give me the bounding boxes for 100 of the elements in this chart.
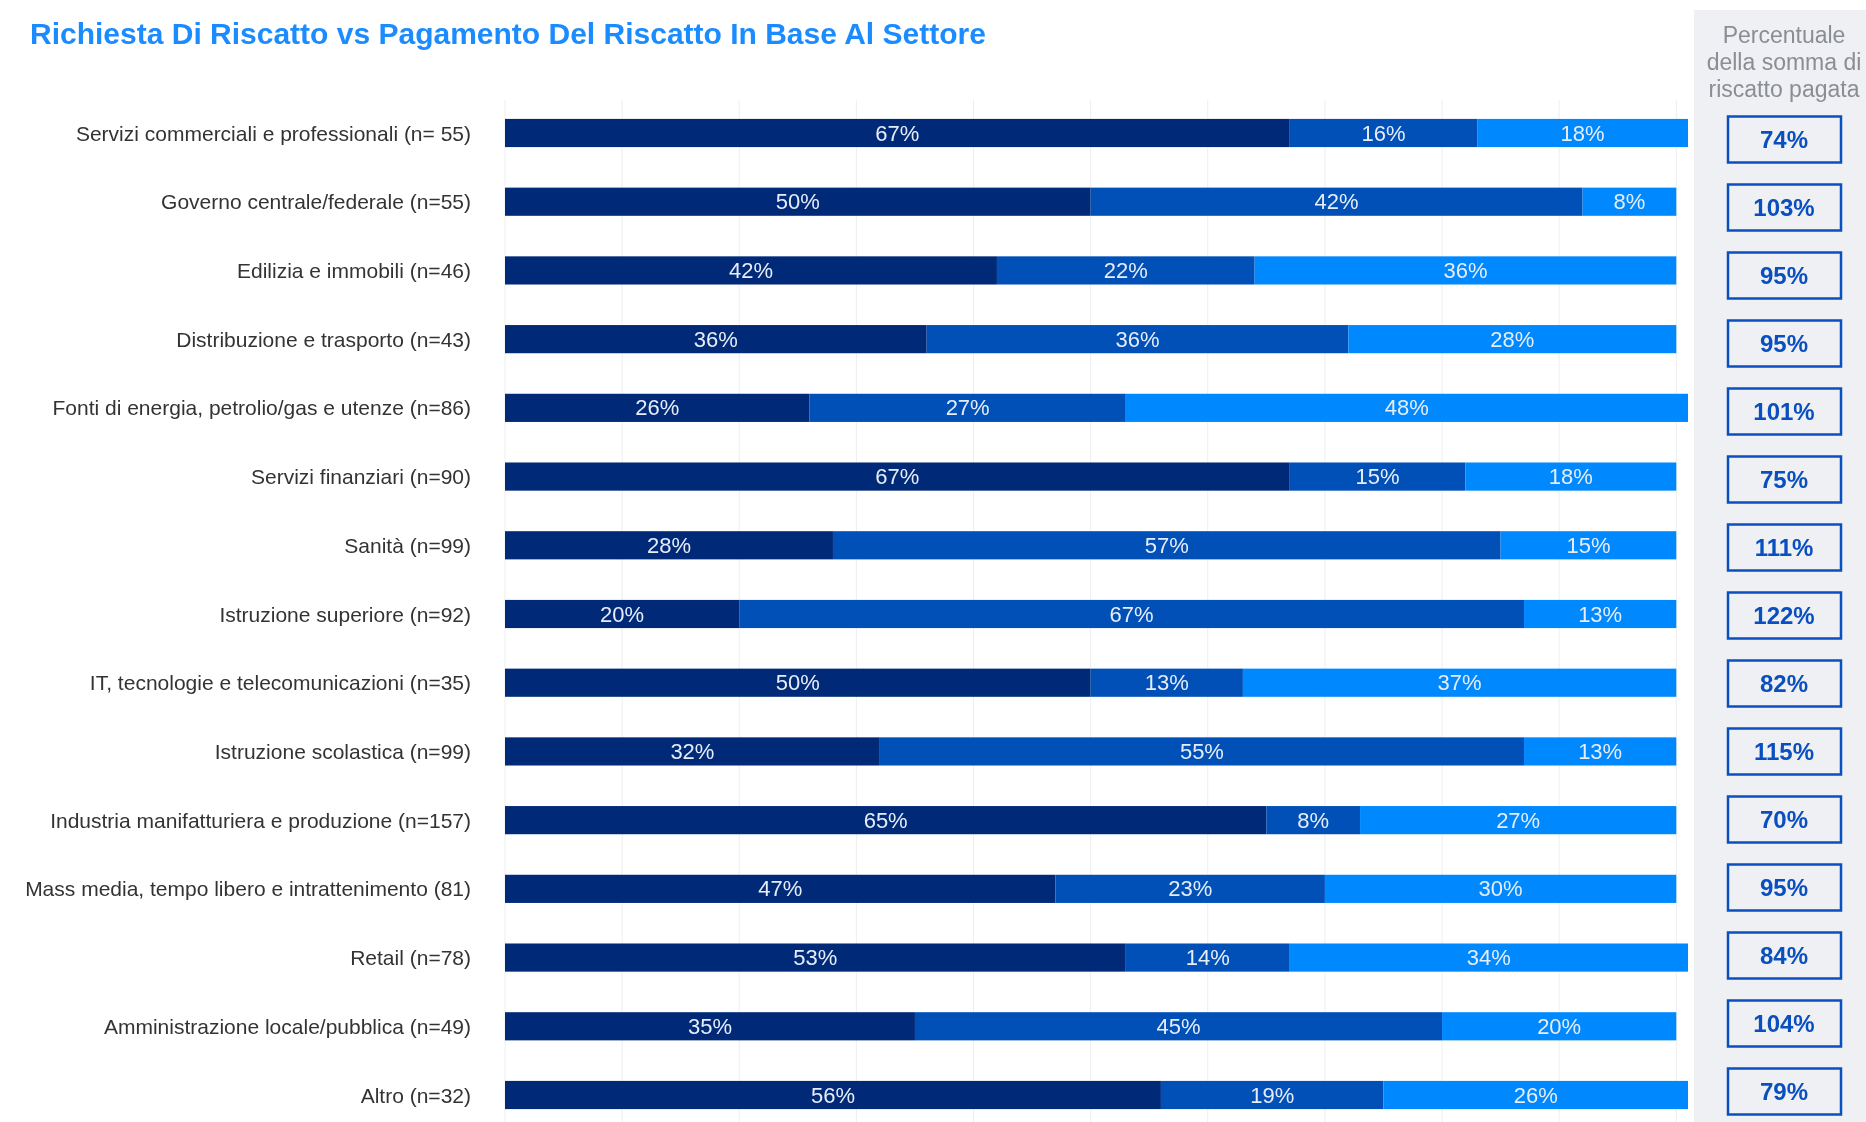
data-label: 55%	[1179, 738, 1224, 764]
y-tick-label: Altro (n=32)	[360, 1083, 471, 1107]
bar	[505, 462, 1290, 491]
data-label: 15%	[1355, 464, 1400, 490]
data-label: 84%	[1759, 942, 1809, 969]
data-label: 26%	[635, 395, 680, 421]
bar	[505, 393, 810, 422]
data-label: 27%	[1496, 807, 1541, 833]
data-label: 26%	[1513, 1082, 1558, 1108]
bar	[1500, 531, 1677, 560]
data-label: 34%	[1466, 945, 1511, 971]
data-label: 14%	[1185, 945, 1230, 971]
data-label: 65%	[863, 807, 908, 833]
bar	[1289, 118, 1478, 148]
bar	[1324, 874, 1677, 903]
data-label: 70%	[1759, 806, 1809, 833]
data-label: 56%	[810, 1082, 855, 1108]
data-label: 67%	[1109, 601, 1154, 627]
y-tick-label: Istruzione superiore (n=92)	[219, 602, 471, 626]
bar	[1254, 256, 1677, 285]
data-label: 16%	[1361, 120, 1406, 146]
bar	[1125, 393, 1688, 422]
data-label: 104%	[1753, 1010, 1815, 1037]
data-label: 48%	[1384, 395, 1429, 421]
data-label: 75%	[1759, 466, 1809, 493]
data-label: 36%	[1443, 257, 1488, 283]
bar	[1465, 462, 1677, 491]
y-tick-label: Sanità (n=99)	[344, 533, 471, 557]
y-tick-label: IT, tecnologie e telecomunicazioni (n=35)	[89, 671, 471, 695]
chart-title: Richiesta Di Riscatto vs Pagamento Del Riscatto In Base Al Settore	[30, 17, 986, 50]
data-label: 13%	[1578, 601, 1623, 627]
data-label: 36%	[693, 326, 738, 352]
data-label: 8%	[1613, 189, 1646, 215]
bar	[914, 1012, 1443, 1041]
bar	[505, 118, 1290, 148]
data-label: 95%	[1759, 874, 1809, 901]
data-label: 19%	[1250, 1082, 1295, 1108]
data-label: 74%	[1759, 126, 1809, 153]
bar	[1090, 187, 1583, 216]
bar	[809, 393, 1126, 422]
bar	[1524, 737, 1677, 766]
bar	[1055, 874, 1325, 903]
data-label: 23%	[1168, 876, 1213, 902]
data-label: 115%	[1753, 738, 1815, 765]
bar	[505, 256, 997, 285]
data-label: 45%	[1156, 1013, 1201, 1039]
bar	[505, 1012, 915, 1041]
y-tick-label: Retail (n=78)	[350, 946, 471, 970]
data-label: 32%	[670, 738, 715, 764]
data-label: 36%	[1115, 326, 1160, 352]
data-label: 28%	[1490, 326, 1535, 352]
y-tick-label: Distribuzione e trasporto (n=43)	[176, 327, 471, 351]
y-tick-label: Fonti di energia, petrolio/gas e utenze (n=86)	[52, 396, 471, 420]
bar	[1242, 668, 1677, 697]
data-label: 47%	[758, 876, 803, 902]
bar	[505, 1080, 1161, 1110]
bar	[505, 806, 1267, 835]
bar	[505, 599, 740, 629]
bar	[1442, 1012, 1677, 1041]
data-label: 15%	[1566, 532, 1611, 558]
data-label: 67%	[875, 120, 920, 146]
data-label: 82%	[1759, 670, 1809, 697]
data-label: 111%	[1754, 534, 1814, 561]
y-tick-label: Amministrazione locale/pubblica (n=49)	[103, 1014, 471, 1038]
bar	[926, 325, 1349, 354]
bar	[739, 599, 1525, 629]
bar	[1289, 943, 1688, 972]
bar	[1348, 325, 1677, 354]
data-label: 8%	[1297, 807, 1330, 833]
y-tick-label: Industria manifatturiera e produzione (n=157)	[50, 808, 471, 832]
data-label: 27%	[945, 395, 990, 421]
bar	[1090, 668, 1243, 697]
bar	[505, 874, 1056, 903]
bar	[996, 256, 1255, 285]
data-label: 13%	[1144, 670, 1189, 696]
bar	[505, 187, 1091, 216]
data-label: 20%	[1537, 1013, 1582, 1039]
data-label: 57%	[1144, 532, 1189, 558]
y-tick-label: Servizi finanziari (n=90)	[250, 465, 471, 489]
y-tick-label: Governo centrale/federale (n=55)	[161, 190, 471, 214]
data-label: 13%	[1578, 738, 1623, 764]
data-label: 28%	[646, 532, 691, 558]
data-label: 95%	[1759, 262, 1809, 289]
y-tick-label: Edilizia e immobili (n=46)	[236, 258, 471, 282]
data-label: 37%	[1437, 670, 1482, 696]
bar	[879, 737, 1525, 766]
y-tick-label: Servizi commerciali e professionali (n= 55)	[75, 121, 471, 145]
data-label: 53%	[793, 945, 838, 971]
bar	[505, 943, 1126, 972]
data-label: 42%	[728, 257, 773, 283]
data-label: 18%	[1548, 464, 1593, 490]
data-label: 30%	[1478, 876, 1523, 902]
y-tick-label: Mass media, tempo libero e intrattenimento (81)	[25, 877, 471, 901]
data-label: 103%	[1753, 194, 1815, 221]
data-label: 50%	[775, 189, 820, 215]
bar	[505, 325, 927, 354]
data-label: 50%	[775, 670, 820, 696]
y-tick-label: Istruzione scolastica (n=99)	[214, 739, 471, 763]
data-label: 101%	[1753, 398, 1815, 425]
bar	[505, 531, 833, 560]
